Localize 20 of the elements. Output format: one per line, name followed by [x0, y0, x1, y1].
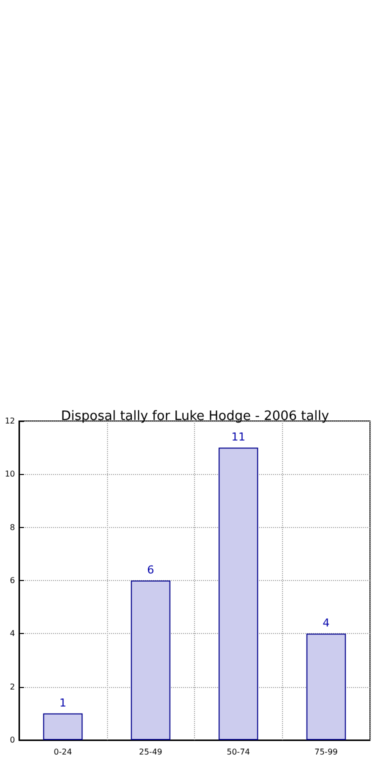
y-tick-label: 12	[4, 416, 15, 426]
y-tick-label: 10	[4, 470, 15, 479]
bar	[218, 448, 258, 740]
data-label: 4	[322, 616, 330, 630]
x-tick-label: 0-24	[54, 748, 72, 756]
bar	[43, 713, 83, 740]
data-label: 6	[147, 564, 154, 576]
y-tick-label: 4	[10, 629, 15, 638]
y-tick-label: 6	[10, 576, 15, 585]
data-label: 1	[59, 696, 66, 710]
chart-title: Disposal tally for Luke Hodge - 2006 tally	[60, 409, 330, 424]
data-label: 11	[231, 430, 246, 444]
bar	[306, 634, 346, 740]
x-tick-label: 75-99	[314, 748, 338, 756]
y-tick-label: 8	[10, 522, 15, 532]
y-tick-label: 2	[10, 682, 15, 692]
y-tick-label: 0	[10, 736, 15, 744]
x-tick-label: 50-74	[226, 748, 250, 756]
bar	[130, 580, 170, 740]
x-tick-label: 25-49	[139, 748, 162, 756]
